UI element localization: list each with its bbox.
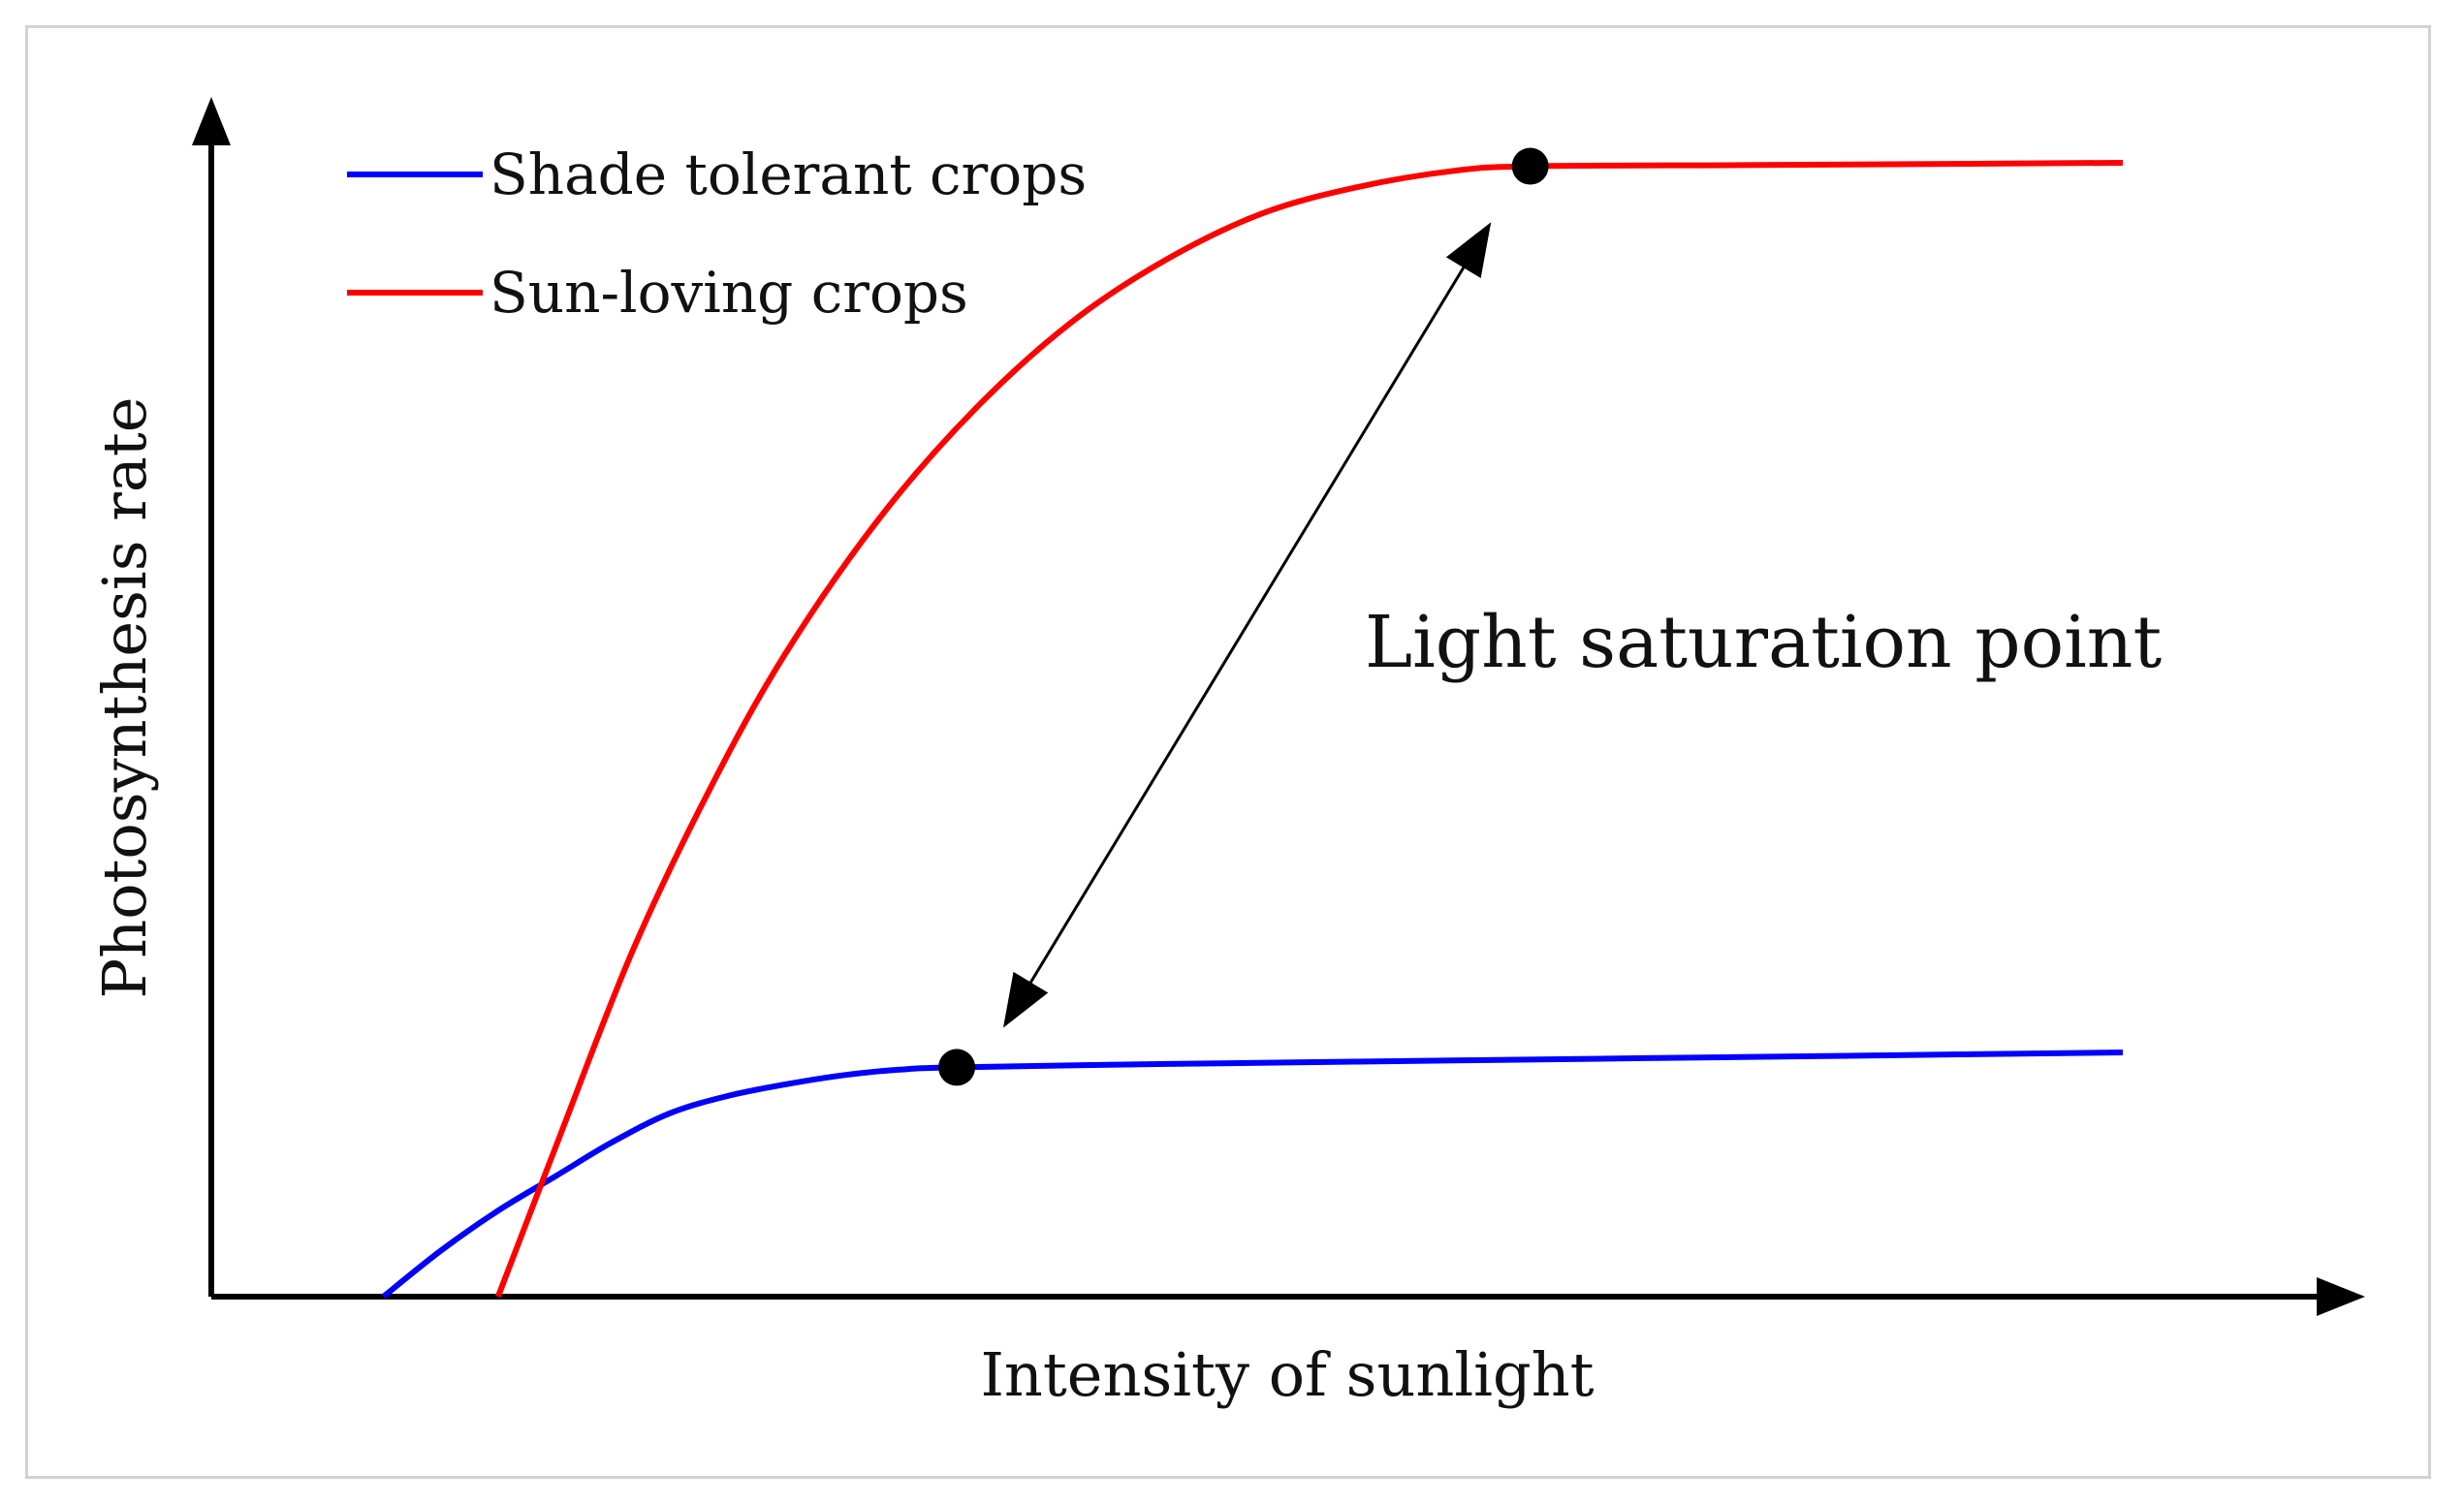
y-axis-title: Photosynthesis rate	[89, 397, 160, 999]
x-axis-arrow-head	[2317, 1277, 2365, 1316]
y-axis-arrow-head	[192, 97, 231, 145]
legend-label-shade-tolerant: Shade tolerant crops	[490, 141, 1087, 207]
x-axis-title: Intensity of sunlight	[980, 1339, 1594, 1410]
saturation-points-layer	[938, 147, 1549, 1086]
series-layer	[381, 160, 2124, 1300]
annotation-label: Light saturation point	[1365, 601, 2162, 684]
saturation-point-sun-loving	[1511, 147, 1549, 185]
series-line-shade-tolerant	[381, 1050, 2124, 1300]
legend: Shade tolerant crops Sun-loving crops	[347, 141, 1087, 326]
saturation-point-shade-tolerant	[938, 1049, 976, 1086]
series-line-sun-loving	[495, 160, 2124, 1299]
annotation-double-arrow	[1002, 222, 1492, 1028]
legend-label-sun-loving: Sun-loving crops	[490, 260, 968, 326]
